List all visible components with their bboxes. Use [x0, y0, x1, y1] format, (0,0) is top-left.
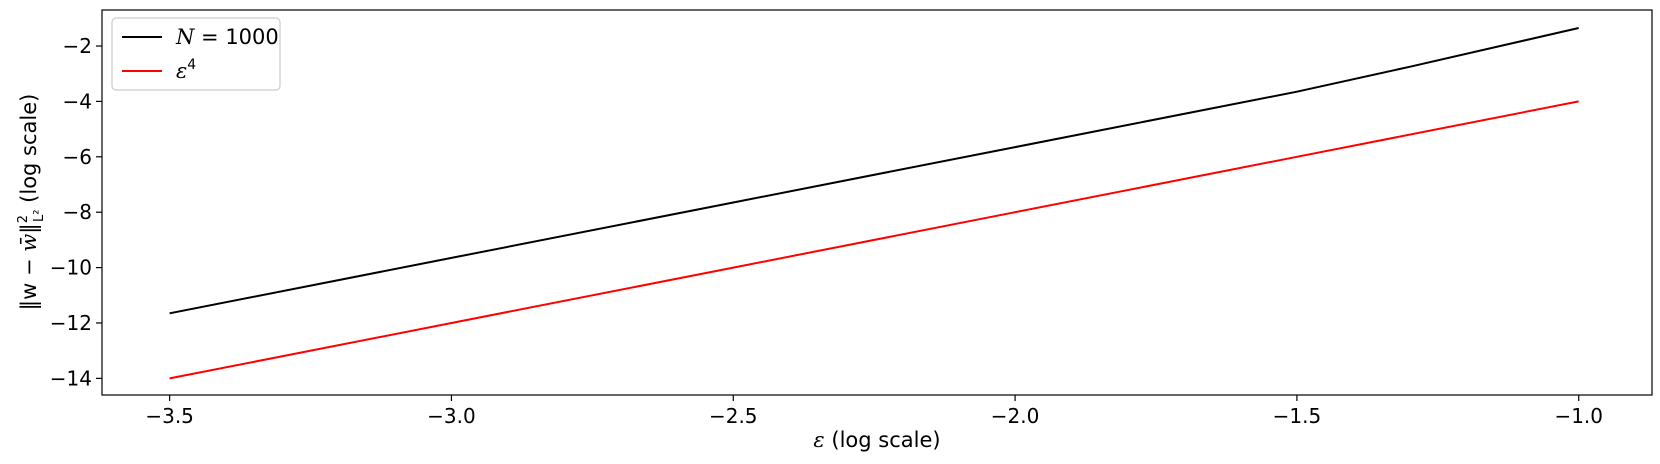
x-axis: −3.5 −3.0 −2.5 −2.0 −1.5 −1.0: [145, 395, 1603, 428]
x-tick-label: −3.0: [427, 404, 476, 428]
y-tick-label: −10: [50, 256, 92, 280]
series-line-0: [169, 27, 1579, 315]
y-tick-label: −14: [50, 366, 92, 390]
y-tick-label: −8: [63, 200, 92, 224]
x-axis-label: ε (log scale): [813, 428, 940, 452]
y-tick-label: −4: [63, 89, 92, 113]
x-tick-label: −1.5: [1273, 404, 1322, 428]
legend-label-n1000: N = 1000: [175, 25, 279, 49]
x-tick-label: −2.5: [709, 404, 758, 428]
x-tick-label: −2.0: [991, 404, 1040, 428]
series-layer: [169, 27, 1579, 380]
x-tick-label: −1.0: [1554, 404, 1603, 428]
legend-label-eps4: ε4: [176, 57, 196, 83]
y-tick-label: −6: [63, 145, 92, 169]
y-tick-label: −2: [63, 34, 92, 58]
y-axis-label: ‖w − w̄‖2L² (log scale): [16, 94, 47, 311]
legend: N = 1000 ε4: [111, 17, 281, 91]
series-line-1: [169, 100, 1579, 380]
plot-area: [101, 9, 1653, 396]
x-tick-label: −3.5: [145, 404, 194, 428]
y-axis: −14 −12 −10 −8 −6 −4 −2: [50, 34, 102, 390]
y-tick-label: −12: [50, 311, 92, 335]
